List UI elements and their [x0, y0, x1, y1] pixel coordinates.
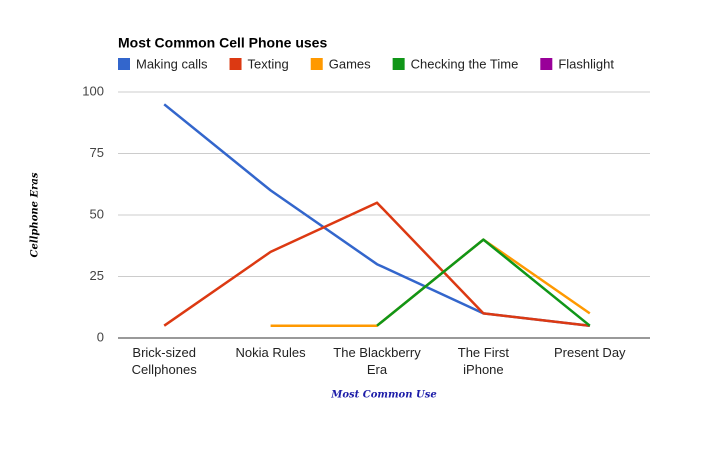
x-tick-label: Present Day — [554, 345, 626, 360]
series-line — [376, 238, 591, 327]
legend-swatch — [540, 58, 553, 70]
legend-swatch — [118, 58, 130, 70]
x-axis-title: Most Common Use — [330, 390, 436, 401]
legend-label: Games — [329, 56, 371, 71]
legend: Making calls Texting Games Checking the Tim… — [118, 56, 614, 71]
x-tick-label: Nokia Rules — [236, 345, 307, 360]
x-tick-label: The Blackberry Era — [333, 345, 421, 377]
legend-swatch — [392, 58, 405, 70]
x-tick-label: Brick-sized Cellphones — [132, 345, 198, 377]
y-tick-label: 25 — [90, 268, 104, 283]
legend-label: Making calls — [136, 56, 208, 71]
y-tick-label: 100 — [82, 83, 104, 98]
legend-label: Texting — [248, 56, 289, 71]
x-tick-label: The First iPhone — [458, 345, 510, 377]
y-tick-label: 50 — [90, 206, 104, 221]
legend-swatch — [229, 58, 242, 70]
y-axis-title: Cellphone Eras — [30, 172, 41, 257]
legend-swatch — [310, 58, 323, 70]
y-tick-label: 0 — [97, 329, 104, 344]
series-line — [163, 201, 590, 327]
y-tick-label: 75 — [90, 145, 104, 160]
legend-label: Checking the Time — [411, 56, 519, 71]
legend-label: Flashlight — [558, 56, 614, 71]
chart-title: Most Common Cell Phone uses — [118, 35, 327, 51]
